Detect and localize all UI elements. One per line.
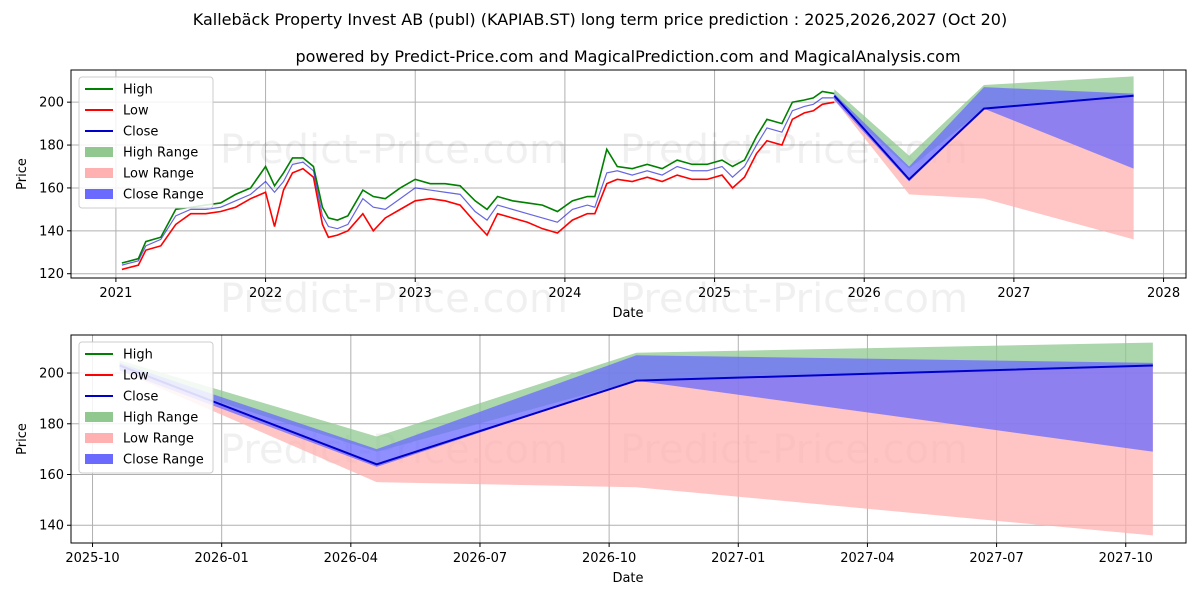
legend-close-range-swatch <box>85 454 113 464</box>
legend-label: Low <box>123 104 149 119</box>
x-tick-label: 2026-01 <box>195 551 249 566</box>
forecast-panel: Predict-Price.com Predict-Price.com 2025… <box>15 334 1187 586</box>
legend-label: Close Range <box>123 188 204 203</box>
legend-label: High <box>123 348 153 363</box>
overview-frame <box>70 69 1187 279</box>
y-tick-label: 120 <box>39 267 64 282</box>
x-tick-label: 2027 <box>997 286 1030 301</box>
y-tick-label: 160 <box>39 181 64 196</box>
legend-high-range-swatch <box>85 412 113 422</box>
x-tick-label: 2025 <box>698 286 731 301</box>
x-tick-label: 2026-04 <box>324 551 378 566</box>
close-range-area <box>119 355 1153 467</box>
overview-ticks: 2021 2022 2023 2024 2025 2026 2027 2028 120 140 16… <box>39 96 1180 301</box>
close-range-area <box>834 87 1134 182</box>
legend-high-range-swatch <box>85 147 113 157</box>
overview-series-lines <box>121 90 1134 271</box>
high-line <box>121 90 835 264</box>
y-tick-label: 140 <box>39 224 64 239</box>
x-tick-label: 2025-10 <box>65 551 119 566</box>
legend-label: Close <box>123 125 158 140</box>
close-forecast-line <box>119 364 1153 466</box>
forecast-ticks: 2025-10 2026-01 2026-04 2026-07 2026-10 2027-… <box>39 367 1153 566</box>
chart-subtitle: powered by Predict-Price.com and Magical… <box>295 47 960 66</box>
forecast-series-lines <box>119 364 1153 466</box>
forecast-legend: High Low Close High Range Low Range Close Ran… <box>78 341 214 474</box>
y-tick-label: 200 <box>39 96 64 111</box>
x-tick-label: 2026-07 <box>453 551 507 566</box>
watermark-text: Predict-Price.com <box>220 276 568 322</box>
x-tick-label: 2027-04 <box>840 551 894 566</box>
legend-label: Low Range <box>123 167 194 182</box>
chart-title: Kallebäck Property Invest AB (publ) (KAP… <box>193 10 1007 29</box>
x-tick-label: 2026 <box>848 286 881 301</box>
overview-legend: High Low Close High Range Low Range Close Ran… <box>78 76 214 209</box>
y-tick-label: 180 <box>39 417 64 432</box>
forecast-frame <box>70 334 1187 544</box>
legend-close-range-swatch <box>85 189 113 199</box>
x-tick-label: 2022 <box>249 286 282 301</box>
forecast-range-areas <box>119 342 1153 536</box>
legend-label: Low <box>123 369 149 384</box>
overview-y-label: Price <box>15 158 30 190</box>
x-tick-label: 2026-10 <box>582 551 636 566</box>
close-history-line <box>121 97 835 266</box>
forecast-x-label: Date <box>612 571 643 586</box>
legend-label: Low Range <box>123 432 194 447</box>
legend-label: High Range <box>123 411 198 426</box>
x-tick-label: 2027-07 <box>969 551 1023 566</box>
overview-range-areas <box>834 76 1134 240</box>
overview-panel: Predict-Price.com Predict-Price.com Pred… <box>15 69 1187 322</box>
watermark-text: Predict-Price.com <box>620 276 968 322</box>
x-tick-label: 2023 <box>399 286 432 301</box>
close-forecast-line <box>833 94 1134 181</box>
x-tick-label: 2027-01 <box>711 551 765 566</box>
x-tick-label: 2027-10 <box>1099 551 1153 566</box>
legend-low-range-swatch <box>85 433 113 443</box>
legend-low-range-swatch <box>85 168 113 178</box>
overview-x-label: Date <box>612 306 643 321</box>
legend-label: Close Range <box>123 453 204 468</box>
y-tick-label: 200 <box>39 367 64 382</box>
y-tick-label: 160 <box>39 468 64 483</box>
y-tick-label: 140 <box>39 519 64 534</box>
x-tick-label: 2021 <box>99 286 132 301</box>
legend-label: High Range <box>123 146 198 161</box>
watermark-text: Predict-Price.com <box>220 127 568 173</box>
x-tick-label: 2028 <box>1147 286 1180 301</box>
forecast-y-label: Price <box>15 423 30 455</box>
legend-label: High <box>123 83 153 98</box>
low-line <box>121 101 835 271</box>
y-tick-label: 180 <box>39 139 64 154</box>
x-tick-label: 2024 <box>548 286 581 301</box>
legend-label: Close <box>123 390 158 405</box>
